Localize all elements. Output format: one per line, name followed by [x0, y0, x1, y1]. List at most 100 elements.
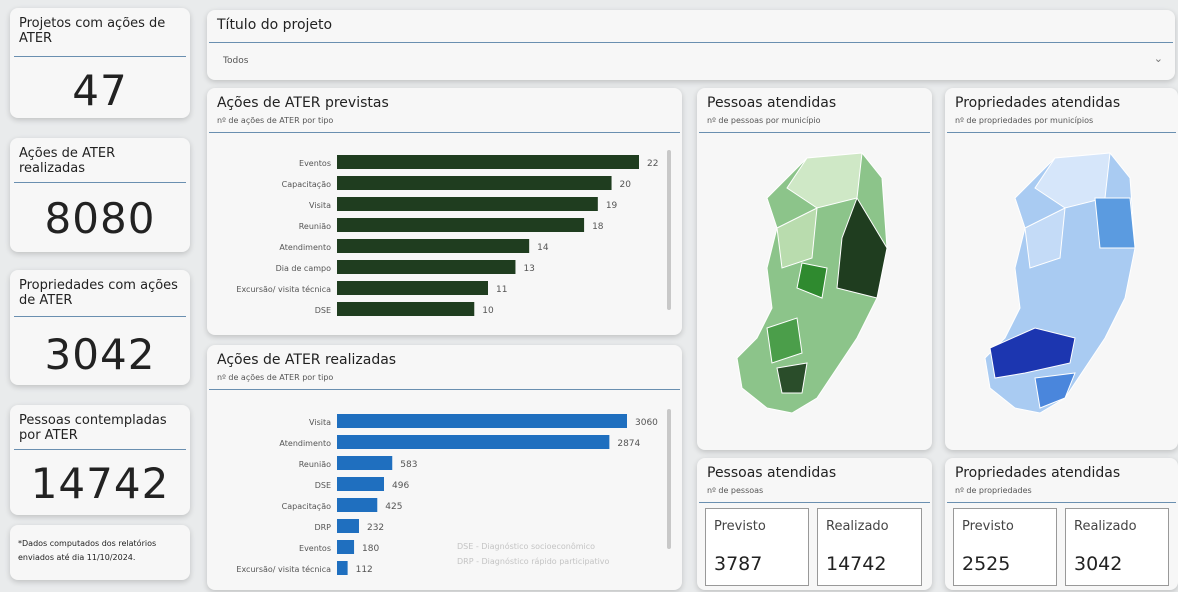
bar [337, 155, 639, 169]
chart-note: DRP - Diagnóstico rápido participativo [457, 556, 610, 566]
summary-subtitle: nº de pessoas [707, 486, 764, 495]
kpi-card: Pessoas contempladas por ATER 14742 [10, 405, 190, 515]
bar-category: Atendimento [279, 439, 331, 448]
scrollbar[interactable] [667, 409, 671, 549]
summary-panel: Propriedades atendidas nº de propriedade… [945, 458, 1178, 590]
map-subtitle: nº de pessoas por município [707, 116, 821, 125]
bar-category: Capacitação [282, 180, 331, 189]
bar [337, 519, 359, 533]
note: *Dados computados dos relatórios enviado… [18, 539, 157, 562]
bar-value: 18 [592, 222, 604, 232]
chart-subtitle: nº de ações de ATER por tipo [217, 116, 334, 125]
bar-category: Dia de campo [276, 264, 332, 273]
summary-subtitle: nº de propriedades [955, 486, 1032, 495]
bar [337, 302, 475, 316]
bar-value: 232 [367, 523, 384, 533]
filter-label: Título do projeto [217, 17, 333, 33]
bar [337, 456, 393, 470]
bar [337, 561, 348, 575]
choropleth-map [736, 152, 888, 414]
bar-value: 22 [647, 159, 658, 169]
bar-category: Excursão/ visita técnica [236, 284, 331, 294]
bar-category: DRP [314, 523, 331, 532]
bar-value: 14 [537, 243, 549, 253]
summary-value: 2525 [962, 553, 1011, 575]
kpi-label: Pessoas contempladas por ATER [19, 413, 167, 443]
map-panel: Propriedades atendidas nº de propriedade… [945, 88, 1178, 450]
kpi-value: 3042 [44, 330, 156, 379]
bar [337, 239, 530, 253]
filter: Título do projeto Todos ⌄ [207, 10, 1175, 80]
bar [337, 435, 610, 449]
bar [337, 260, 516, 274]
chart-panel: Ações de ATER realizadas nº de ações de … [207, 345, 682, 590]
summary-value: 14742 [826, 553, 887, 575]
bar-category: DSE [315, 306, 331, 315]
bar [337, 477, 385, 491]
bar-category: Visita [309, 201, 331, 210]
dropdown-icon[interactable]: ⌄ [1153, 52, 1163, 65]
kpi-card: Propriedades com ações de ATER 3042 [10, 270, 190, 385]
bar-value: 3060 [635, 418, 658, 428]
filter-value[interactable]: Todos [223, 56, 249, 66]
summary-box: Previsto 3787 [705, 508, 809, 586]
note-card: *Dados computados dos relatórios enviado… [10, 525, 190, 580]
bar-category: Capacitação [282, 502, 331, 511]
bar-value: 13 [523, 264, 534, 274]
kpi-value: 47 [72, 66, 128, 115]
map-subtitle: nº de propriedades por municípios [955, 116, 1094, 125]
chart-title: Ações de ATER previstas [217, 95, 389, 111]
summary-value: 3042 [1074, 553, 1123, 575]
chart-note: DSE - Diagnóstico socioeconômico [457, 541, 595, 551]
choropleth-map [984, 152, 1136, 414]
kpi-value: 14742 [30, 459, 170, 508]
bar [337, 281, 488, 295]
chart-panel: Ações de ATER previstas nº de ações de A… [207, 88, 682, 335]
bar-value: 19 [606, 201, 618, 211]
bar-value: 2874 [617, 439, 640, 449]
bar [337, 176, 612, 190]
chart-subtitle: nº de ações de ATER por tipo [217, 373, 334, 382]
summary-label: Realizado [1074, 519, 1137, 534]
bar-value: 112 [356, 565, 373, 575]
kpi-label: Propriedades com ações de ATER [19, 278, 178, 308]
bar [337, 197, 598, 211]
bar-category: Eventos [299, 159, 331, 168]
bar-category: Eventos [299, 544, 331, 553]
bar-chart: Eventos 22 Capacitação 20 Visita 19 Reunião 18 A… [236, 150, 671, 316]
scrollbar[interactable] [667, 150, 671, 310]
kpi-card: Projetos com ações de ATER 47 [10, 8, 190, 118]
bar-value: 425 [385, 502, 402, 512]
bar-chart: DSE - Diagnóstico socioeconômico DRP - D… [236, 409, 671, 575]
summary-box: Realizado 14742 [817, 508, 922, 586]
map-title: Propriedades atendidas [955, 95, 1121, 111]
bar-value: 10 [482, 306, 494, 316]
bar [337, 218, 585, 232]
kpi-card: Ações de ATER realizadas 8080 [10, 138, 190, 252]
bar-value: 20 [620, 180, 632, 190]
bar-value: 583 [400, 460, 417, 470]
map-panel: Pessoas atendidas nº de pessoas por muni… [697, 88, 932, 450]
bar [337, 414, 627, 428]
kpi-label: Projetos com ações de ATER [19, 16, 166, 46]
bar-category: Atendimento [279, 243, 331, 252]
bar [337, 498, 378, 512]
chart-title: Ações de ATER realizadas [217, 352, 397, 368]
summary-box: Previsto 2525 [953, 508, 1057, 586]
map-title: Pessoas atendidas [707, 95, 837, 111]
summary-value: 3787 [714, 553, 763, 575]
bar-category: Visita [309, 418, 331, 427]
bar-category: Excursão/ visita técnica [236, 564, 331, 574]
summary-box: Realizado 3042 [1065, 508, 1169, 586]
summary-title: Propriedades atendidas [955, 465, 1121, 481]
bar-value: 496 [392, 481, 409, 491]
summary-label: Previsto [714, 519, 766, 534]
bar-category: Reunião [299, 222, 331, 231]
bar-category: Reunião [299, 460, 331, 469]
bar [337, 540, 355, 554]
kpi-label: Ações de ATER realizadas [19, 146, 116, 176]
bar-value: 180 [362, 544, 379, 554]
summary-label: Realizado [826, 519, 889, 534]
summary-panel: Pessoas atendidas nº de pessoas Previsto… [697, 458, 932, 590]
